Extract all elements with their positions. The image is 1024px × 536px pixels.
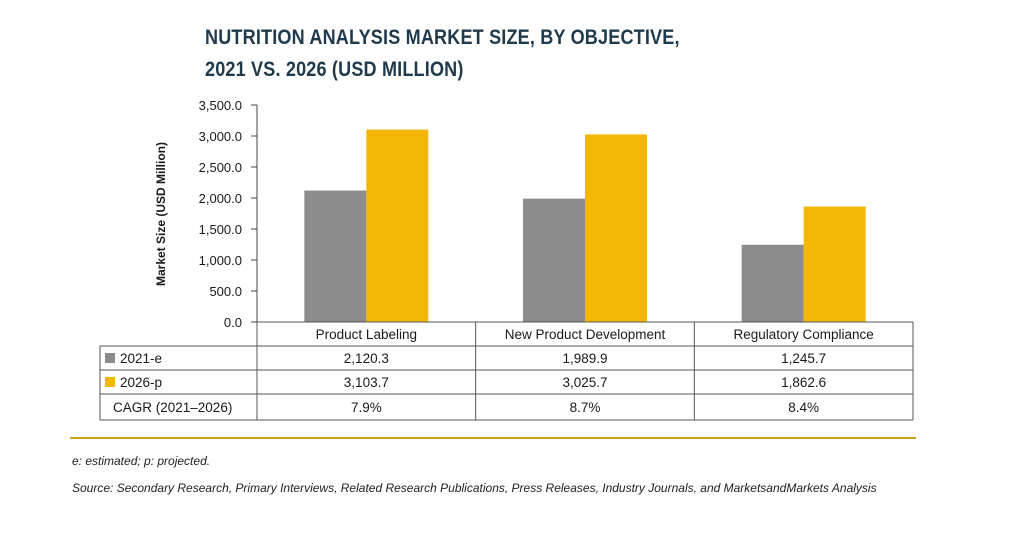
data-label: 3,025.7 (562, 375, 607, 390)
y-tick-label: 1,500.0 (199, 222, 242, 237)
legend-swatch-2026-p (105, 377, 115, 387)
footnote: e: estimated; p: projected. (72, 454, 211, 468)
data-label: 1,862.6 (781, 375, 826, 390)
bar-2026-p (803, 206, 866, 322)
category-label: Regulatory Compliance (734, 327, 874, 342)
cagr-value: 7.9% (351, 400, 382, 415)
cagr-row-label: CAGR (2021–2026) (113, 400, 232, 415)
category-label: Product Labeling (316, 327, 417, 342)
data-label: 1,989.9 (562, 351, 607, 366)
y-tick-label: 3,500.0 (199, 98, 242, 113)
data-label: 1,245.7 (781, 351, 826, 366)
bar-2026-p (585, 134, 647, 322)
y-tick-label: 1,000.0 (199, 253, 242, 268)
cagr-value: 8.4% (788, 400, 819, 415)
cagr-value: 8.7% (570, 400, 601, 415)
bar-chart: 0.0 500.0 1,000.0 1,500.0 2,000.0 2,500.0 3,00… (99, 98, 914, 421)
source-note: Source: Secondary Research, Primary Inte… (72, 481, 877, 495)
y-tick-label: 3,000.0 (199, 129, 242, 144)
divider-rule (70, 437, 916, 439)
legend-label-2026-p: 2026-p (120, 375, 162, 390)
data-label: 3,103.7 (344, 375, 389, 390)
y-axis-title: Market Size (USD Million) (154, 142, 168, 286)
chart-title: NUTRITION ANALYSIS MARKET SIZE, BY OBJEC… (205, 22, 680, 86)
data-label: 2,120.3 (344, 351, 389, 366)
bar-2026-p (366, 129, 429, 322)
bar-2021-e (523, 198, 585, 322)
y-tick-label: 2,000.0 (199, 191, 242, 206)
chart-title-line-1: NUTRITION ANALYSIS MARKET SIZE, BY OBJEC… (205, 26, 680, 49)
bar-2021-e (304, 190, 367, 322)
y-tick-label: 2,500.0 (199, 160, 242, 175)
legend-label-2021-e: 2021-e (120, 351, 162, 366)
chart-title-line-2: 2021 VS. 2026 (USD MILLION) (205, 58, 464, 81)
y-tick-label: 0.0 (224, 315, 242, 330)
y-tick-label: 500.0 (209, 284, 242, 299)
legend-swatch-2021-e (105, 353, 115, 363)
bar-2021-e (741, 244, 804, 322)
category-label: New Product Development (505, 327, 666, 342)
